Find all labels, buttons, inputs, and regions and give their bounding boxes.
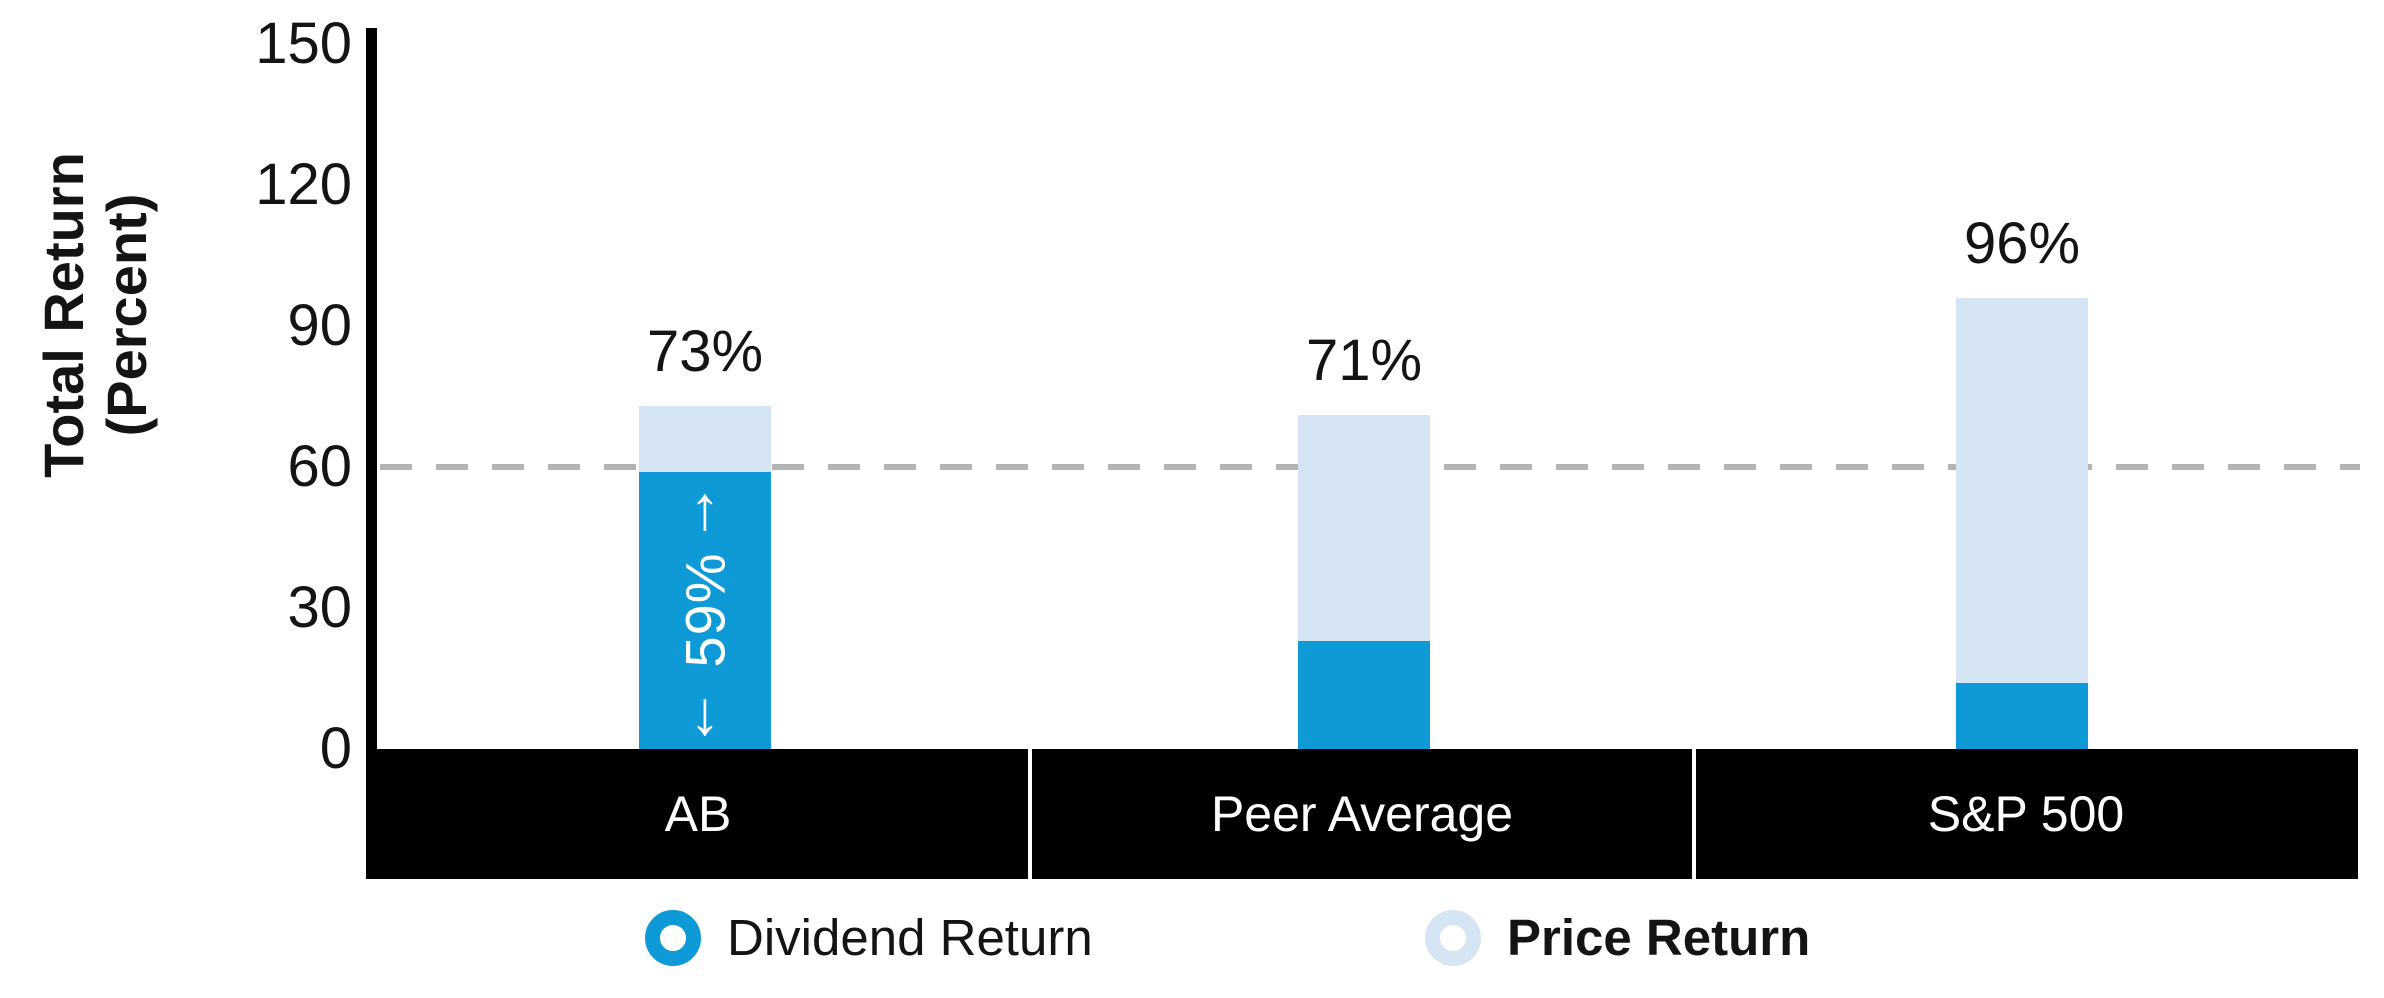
dividend-return-segment [1956, 683, 2088, 749]
legend-label: Price Return [1507, 909, 1811, 966]
y-tick-label: 0 [319, 716, 352, 781]
bar-total-label: 96% [1963, 210, 2081, 276]
down-arrow-icon: ↓ [689, 678, 721, 748]
bar-total-label: 71% [1305, 328, 1423, 394]
y-tick-label: 120 [255, 152, 352, 217]
annotation-value: 59% [673, 552, 737, 668]
price-return-segment [1956, 297, 2088, 684]
bar-total-label: 73% [646, 318, 764, 384]
y-tick-label: 30 [287, 575, 352, 640]
legend-label: Dividend Return [727, 909, 1093, 966]
y-tick-label: 60 [287, 434, 352, 499]
category-separator [1028, 749, 1032, 879]
legend-ring-icon [645, 910, 701, 966]
category-axis-band: AB Peer Average S&P 500 [366, 749, 2358, 879]
price-return-segment [639, 405, 771, 472]
y-tick-label: 150 [255, 11, 352, 76]
dividend-return-segment [1298, 640, 1430, 749]
y-axis-line [366, 28, 377, 879]
legend-ring-icon [1425, 910, 1481, 966]
category-label: S&P 500 [1927, 786, 2125, 842]
y-tick-label: 90 [287, 293, 352, 358]
category-label: AB [664, 786, 732, 842]
up-arrow-icon: ↑ [689, 473, 721, 543]
price-return-segment [1298, 415, 1430, 641]
legend: Dividend Return Price Return [0, 896, 2384, 980]
dividend-annotation: ↑ 59% ↓ [639, 472, 771, 749]
legend-item: Price Return [1425, 896, 1810, 980]
legend-item: Dividend Return [645, 896, 1093, 980]
category-label: Peer Average [1210, 786, 1514, 842]
category-separator [1692, 749, 1696, 879]
dividend-return-segment [639, 471, 771, 749]
